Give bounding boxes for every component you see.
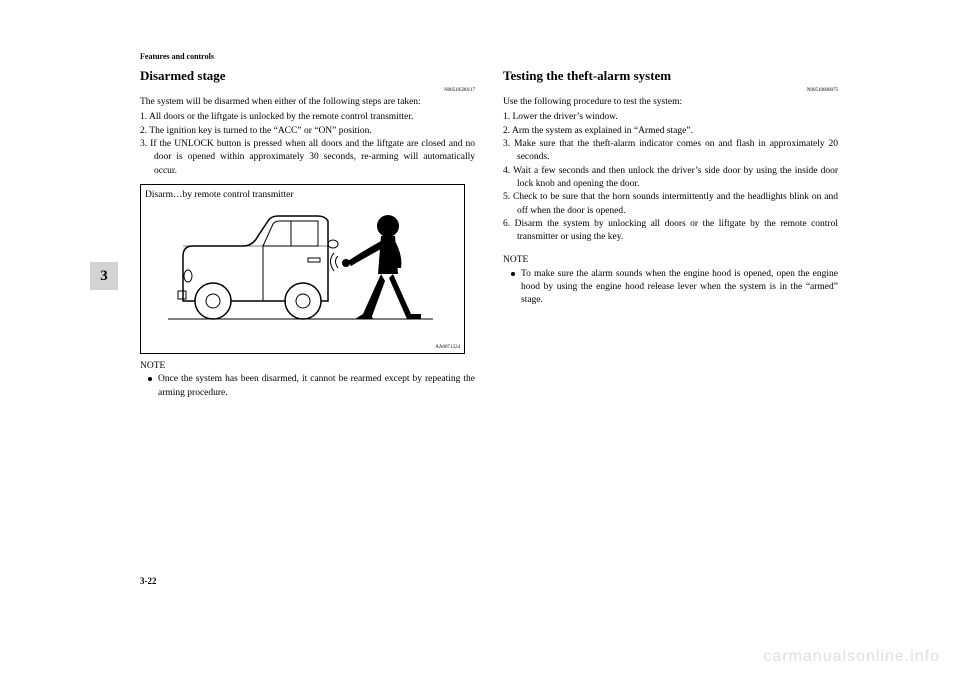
- doc-number-left: N00510500117: [140, 87, 475, 94]
- intro-right: Use the following procedure to test the …: [503, 96, 838, 109]
- list-left: 1. All doors or the liftgate is unlocked…: [140, 111, 475, 177]
- bullet-icon: [511, 272, 515, 276]
- intro-left: The system will be disarmed when either …: [140, 96, 475, 109]
- note-content: To make sure the alarm sounds when the e…: [521, 269, 838, 306]
- list-item: 2. Arm the system as explained in “Armed…: [517, 125, 838, 138]
- list-item: 1. All doors or the liftgate is unlocked…: [154, 111, 475, 124]
- car-person-illustration: [163, 206, 443, 336]
- list-item: 3. If the UNLOCK button is pressed when …: [154, 138, 475, 178]
- list-right: 1. Lower the driver’s window. 2. Arm the…: [503, 111, 838, 244]
- note-text-left: Once the system has been disarmed, it ca…: [140, 373, 475, 400]
- note-label-right: NOTE: [503, 254, 838, 267]
- note-text-right: To make sure the alarm sounds when the e…: [503, 268, 838, 308]
- right-column: Testing the theft-alarm system N00510600…: [503, 67, 838, 400]
- watermark: carmanualsonline.info: [763, 648, 940, 666]
- page-number: 3-22: [140, 576, 157, 586]
- list-item: 5. Check to be sure that the horn sounds…: [517, 191, 838, 218]
- section-title-testing: Testing the theft-alarm system: [503, 67, 838, 85]
- list-item: 4. Wait a few seconds and then unlock th…: [517, 165, 838, 192]
- bullet-icon: [148, 377, 152, 381]
- figure-caption: Disarm…by remote control transmitter: [145, 189, 460, 202]
- section-title-disarmed: Disarmed stage: [140, 67, 475, 85]
- chapter-tab: 3: [90, 262, 118, 290]
- list-item: 1. Lower the driver’s window.: [517, 111, 838, 124]
- figure-id: AA0071224: [435, 344, 460, 351]
- list-item: 6. Disarm the system by unlocking all do…: [517, 218, 838, 245]
- content-area: Disarmed stage N00510500117 The system w…: [90, 67, 870, 400]
- note-label-left: NOTE: [140, 360, 475, 373]
- doc-number-right: N00510600075: [503, 87, 838, 94]
- left-column: Disarmed stage N00510500117 The system w…: [140, 67, 475, 400]
- figure-box: Disarm…by remote control transmitter: [140, 184, 465, 354]
- list-item: 3. Make sure that the theft-alarm indica…: [517, 138, 838, 165]
- list-item: 2. The ignition key is turned to the “AC…: [154, 125, 475, 138]
- page-header: Features and controls: [90, 52, 870, 61]
- note-content: Once the system has been disarmed, it ca…: [158, 374, 475, 397]
